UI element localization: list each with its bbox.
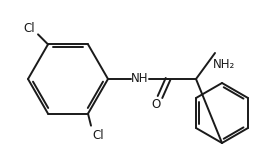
- Text: NH₂: NH₂: [213, 58, 235, 70]
- Text: Cl: Cl: [23, 22, 35, 35]
- Text: NH: NH: [131, 73, 149, 85]
- Text: Cl: Cl: [92, 129, 104, 142]
- Text: O: O: [151, 97, 161, 110]
